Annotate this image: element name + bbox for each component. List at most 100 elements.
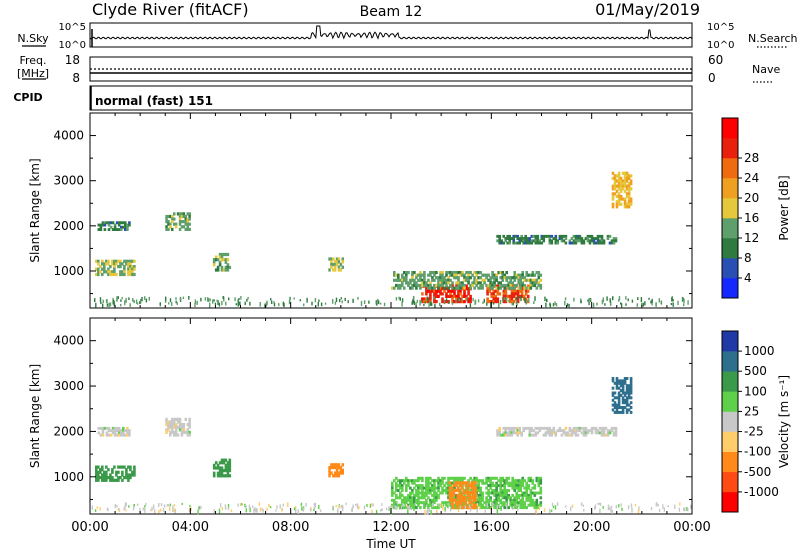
velocity-colorbar-segment — [722, 471, 738, 493]
data-cell — [612, 431, 616, 435]
data-cell — [126, 228, 129, 231]
data-cell — [253, 508, 255, 513]
data-cell — [533, 301, 535, 305]
data-cell — [519, 503, 522, 507]
data-cell — [612, 239, 616, 243]
data-cell — [105, 476, 108, 480]
data-cell — [95, 473, 98, 477]
data-cell — [99, 297, 102, 302]
data-cell — [103, 476, 106, 480]
data-cell — [523, 501, 526, 505]
data-cell — [494, 289, 497, 293]
data-cell — [454, 503, 456, 509]
data-cell — [103, 221, 107, 225]
data-cell — [158, 502, 160, 508]
data-cell — [600, 426, 604, 430]
data-cell — [517, 276, 520, 280]
data-cell — [580, 300, 582, 304]
data-cell — [171, 428, 174, 432]
velocity-colorbar-label: Velocity [m s⁻¹] — [777, 375, 791, 468]
data-cell — [598, 431, 602, 435]
data-cell — [615, 179, 619, 183]
data-cell — [513, 489, 516, 492]
data-cell — [448, 301, 450, 304]
data-cell — [505, 276, 508, 280]
data-cell — [416, 299, 419, 303]
data-cell — [498, 426, 501, 430]
data-cell — [463, 292, 466, 296]
data-cell — [477, 498, 480, 502]
data-cell — [186, 225, 189, 229]
data-cell — [625, 176, 629, 180]
data-cell — [458, 498, 462, 502]
data-cell — [429, 271, 432, 275]
data-cell — [401, 273, 404, 277]
data-cell — [522, 241, 525, 245]
data-cell — [602, 431, 606, 435]
data-cell — [383, 302, 386, 307]
data-cell — [512, 300, 516, 304]
data-cell — [169, 503, 172, 507]
data-cell — [399, 491, 402, 495]
data-cell — [489, 281, 492, 285]
data-cell — [395, 484, 398, 488]
data-cell — [481, 491, 484, 495]
data-cell — [220, 474, 224, 478]
data-cell — [627, 505, 630, 510]
data-cell — [109, 473, 112, 477]
data-cell — [527, 286, 531, 290]
data-cell — [625, 398, 629, 402]
data-cell — [472, 496, 475, 500]
data-cell — [415, 506, 418, 510]
data-cell — [525, 496, 528, 500]
data-cell — [556, 239, 560, 243]
data-cell — [180, 225, 184, 229]
data-cell — [582, 241, 586, 245]
data-cell — [207, 298, 210, 303]
data-cell — [594, 426, 598, 430]
data-cell — [180, 423, 184, 427]
data-cell — [514, 234, 517, 238]
data-cell — [122, 433, 125, 437]
data-cell — [516, 300, 520, 304]
data-cell — [141, 297, 143, 302]
data-cell — [335, 505, 337, 508]
data-cell — [184, 222, 187, 226]
data-cell — [425, 479, 428, 483]
data-cell — [509, 276, 512, 280]
data-cell — [270, 298, 272, 301]
data-cell — [636, 303, 638, 307]
data-cell — [224, 268, 228, 272]
data-cell — [213, 509, 215, 513]
data-cell — [533, 278, 537, 282]
data-cell — [621, 396, 625, 400]
data-cell — [586, 239, 590, 243]
data-cell — [508, 241, 511, 245]
data-cell — [479, 506, 482, 510]
data-cell — [403, 496, 406, 500]
data-cell — [640, 297, 643, 303]
data-cell — [453, 273, 456, 277]
data-cell — [449, 484, 452, 488]
data-cell — [453, 292, 456, 296]
data-cell — [432, 502, 434, 508]
data-cell — [278, 303, 280, 307]
data-cell — [570, 241, 574, 245]
data-cell — [627, 200, 631, 204]
data-cell — [452, 491, 456, 495]
data-cell — [435, 493, 438, 497]
data-cell — [453, 479, 456, 483]
data-cell — [625, 377, 629, 380]
data-cell — [121, 470, 124, 474]
data-cell — [427, 286, 430, 290]
data-cell — [487, 503, 490, 507]
data-cell — [495, 491, 498, 495]
data-cell — [224, 260, 228, 264]
data-cell — [592, 241, 596, 245]
data-cell — [144, 507, 146, 513]
data-cell — [490, 294, 493, 298]
data-cell — [429, 489, 432, 492]
data-cell — [214, 466, 218, 470]
data-cell — [445, 294, 448, 298]
data-cell — [504, 289, 508, 293]
